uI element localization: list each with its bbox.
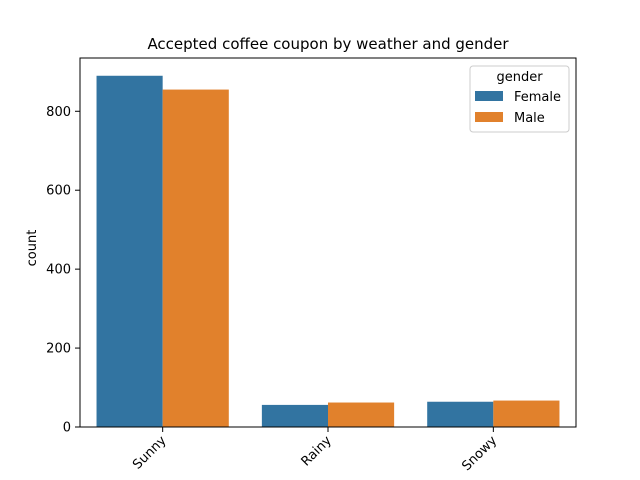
axes-frame [79,57,577,428]
y-tick-label: 200 [46,342,71,357]
legend-label-male: Male [514,111,545,126]
bar-female-rainy [261,404,328,427]
bar-male-rainy [328,402,395,427]
y-axis-label: count [25,230,40,267]
y-tick-label: 400 [46,263,71,278]
y-tick-label: 800 [46,105,71,120]
legend-label-female: Female [514,90,561,105]
legend: gender Female Male [469,65,570,133]
bar-female-snowy [427,401,494,427]
y-tick-label: 0 [63,421,71,436]
bar-female-sunny [96,75,163,427]
y-tick-label: 600 [46,184,71,199]
bar-male-snowy [493,400,560,427]
bar-male-sunny [162,89,229,427]
legend-title: gender [496,70,543,85]
legend-swatch-male [475,112,503,122]
legend-swatch-female [475,91,503,101]
chart-title: Accepted coffee coupon by weather and ge… [147,35,509,53]
